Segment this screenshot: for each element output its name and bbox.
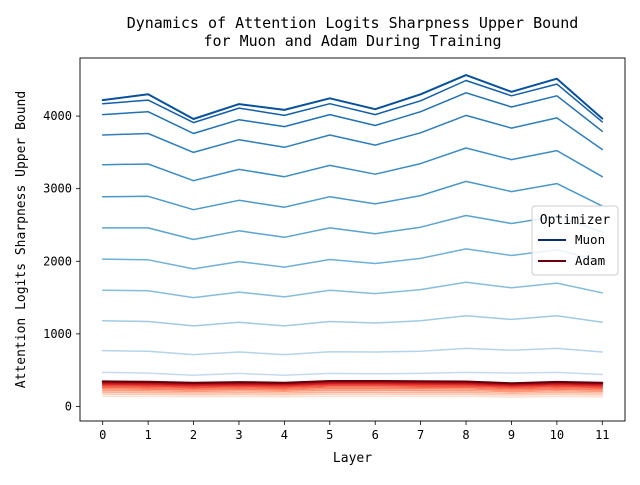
x-tick-label: 5: [326, 428, 333, 442]
legend: Optimizer Muon Adam: [531, 205, 619, 276]
x-axis-label: Layer: [333, 451, 372, 466]
series-line-muon-11: [101, 79, 604, 124]
y-tick-label: 1000: [43, 327, 72, 341]
y-tick-label: 3000: [43, 182, 72, 196]
legend-label-muon: Muon: [575, 232, 605, 247]
series-line-muon-12: [101, 74, 604, 120]
y-tick-label: 0: [65, 399, 72, 413]
series-line-adam-3: [101, 391, 604, 395]
series-line-muon-8: [101, 147, 604, 182]
x-tick-label: 6: [372, 428, 379, 442]
series-lines: [101, 74, 604, 398]
series-line-muon-7: [101, 180, 604, 211]
x-tick-label: 10: [550, 428, 564, 442]
y-axis-label: Attention Logits Sharpness Upper Bound: [14, 91, 29, 388]
x-axis-ticks: 0 1 2 3 4 5 6 7 8 9 10 11: [99, 421, 610, 442]
y-tick-label: 4000: [43, 109, 72, 123]
x-tick-label: 2: [190, 428, 197, 442]
series-line-muon-2: [101, 347, 604, 356]
series-line-adam-6: [101, 386, 604, 390]
plot-frame: [79, 57, 626, 422]
legend-label-adam: Adam: [575, 253, 605, 268]
series-line-adam-2: [101, 393, 604, 396]
x-tick-label: 3: [235, 428, 242, 442]
series-line-muon-4: [101, 281, 604, 299]
series-line-adam-4: [101, 389, 604, 393]
x-tick-label: 11: [595, 428, 609, 442]
series-line-adam-5: [101, 387, 604, 391]
series-line-adam-7: [101, 384, 604, 388]
legend-box: [531, 205, 619, 276]
x-tick-label: 9: [508, 428, 515, 442]
y-tick-label: 2000: [43, 254, 72, 268]
chart-title: Dynamics of Attention Logits Sharpness U…: [127, 14, 579, 50]
series-line-adam-1: [101, 395, 604, 398]
series-line-adam-12: [101, 380, 604, 385]
x-tick-label: 4: [281, 428, 288, 442]
series-line-muon-5: [101, 248, 604, 270]
series-line-muon-6: [101, 214, 604, 241]
x-tick-label: 7: [417, 428, 424, 442]
legend-title: Optimizer: [540, 213, 611, 228]
x-tick-label: 1: [145, 428, 152, 442]
series-line-muon-9: [101, 114, 604, 154]
series-line-muon-10: [101, 92, 604, 135]
x-tick-label: 0: [99, 428, 106, 442]
chart-title-line-1: Dynamics of Attention Logits Sharpness U…: [127, 14, 579, 32]
chart-title-line-2: for Muon and Adam During Training: [203, 32, 501, 50]
series-line-adam-8: [101, 383, 604, 387]
x-tick-label: 8: [462, 428, 469, 442]
y-axis-ticks: 0 1000 2000 3000 4000: [43, 109, 80, 413]
series-line-muon-1: [101, 371, 604, 377]
series-line-muon-3: [101, 314, 604, 327]
